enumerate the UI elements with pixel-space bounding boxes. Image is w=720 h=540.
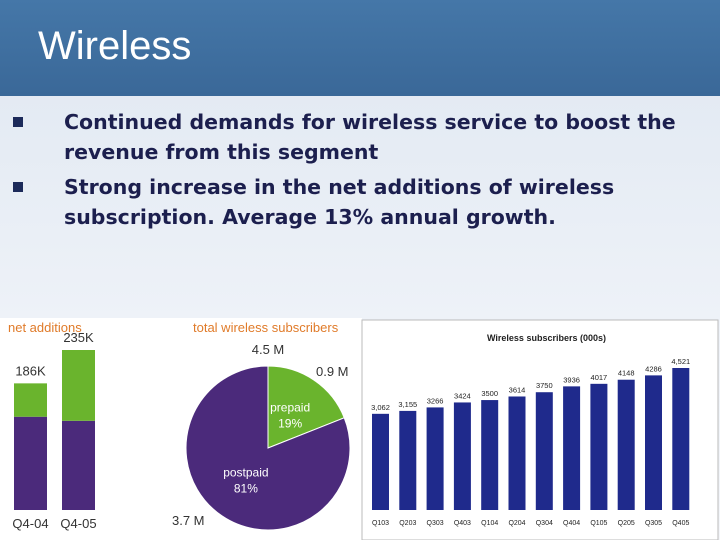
- bullet-marker: [13, 182, 23, 192]
- slice-label: prepaid: [270, 400, 310, 414]
- chart-title: net additions: [8, 320, 82, 335]
- bar: [508, 396, 526, 510]
- bar: [399, 410, 417, 510]
- x-tick-label: Q105: [590, 520, 607, 527]
- bar-segment: [14, 383, 47, 417]
- annotation: 3.7 M: [172, 513, 205, 528]
- value-label: 4286: [645, 364, 662, 373]
- x-tick-label: Q303: [427, 520, 444, 527]
- x-tick-label: Q4-04: [12, 516, 48, 531]
- x-tick-label: Q205: [618, 520, 635, 527]
- value-label: 3,062: [371, 403, 390, 412]
- total-label: 235K: [63, 330, 94, 345]
- bullet-text: Strong increase in the net additions of …: [64, 175, 615, 229]
- header-band: Wireless: [0, 0, 720, 96]
- value-label: 3266: [427, 396, 444, 405]
- value-label: 3500: [481, 389, 498, 398]
- charts: net additions 186K Q4-04 235K Q4-05 total wir…: [0, 318, 719, 540]
- bullet-text: Continued demands for wireless service t…: [64, 110, 676, 164]
- x-tick-label: Q304: [536, 520, 553, 527]
- value-label: 3,155: [398, 400, 417, 409]
- bar-segment: [62, 350, 95, 421]
- value-label: 3424: [454, 391, 471, 400]
- bar: [563, 386, 581, 510]
- x-tick-label: Q403: [454, 520, 471, 527]
- x-tick-label: Q404: [563, 520, 580, 527]
- bar: [481, 400, 499, 510]
- x-tick-label: Q305: [645, 520, 662, 527]
- x-tick-label: Q104: [481, 520, 498, 527]
- total-label: 186K: [15, 363, 46, 378]
- bullet-marker: [13, 117, 23, 127]
- value-label: 3614: [509, 385, 526, 394]
- slice-value: 81%: [234, 482, 258, 496]
- slice-value: 19%: [278, 416, 302, 430]
- value-label: 4148: [618, 369, 635, 378]
- bar: [453, 402, 471, 510]
- slide-title: Wireless: [38, 24, 192, 68]
- value-label: 4017: [591, 373, 608, 382]
- bar: [535, 392, 553, 510]
- bar: [426, 407, 444, 510]
- bar: [590, 383, 608, 510]
- annotation: 4.5 M: [252, 342, 285, 357]
- value-label: 3750: [536, 381, 553, 390]
- slice-label: postpaid: [223, 466, 268, 480]
- x-tick-label: Q204: [508, 520, 525, 527]
- bar: [617, 379, 635, 510]
- value-label: 4,521: [671, 357, 690, 366]
- pie-slice: [185, 365, 351, 531]
- bar: [672, 368, 690, 510]
- bar: [372, 413, 389, 510]
- annotation: 0.9 M: [316, 364, 349, 379]
- value-label: 3936: [563, 375, 580, 384]
- chart-title: Wireless subscribers (000s): [487, 333, 606, 343]
- bar-segment: [14, 416, 47, 510]
- chart-title: total wireless subscribers: [193, 320, 339, 335]
- pie-slice: [267, 365, 345, 449]
- bar-segment: [62, 420, 95, 510]
- x-tick-label: Q103: [372, 520, 389, 527]
- bar: [645, 375, 662, 510]
- x-tick-label: Q203: [399, 520, 416, 527]
- x-tick-label: Q405: [672, 520, 689, 527]
- x-tick-label: Q4-05: [60, 516, 96, 531]
